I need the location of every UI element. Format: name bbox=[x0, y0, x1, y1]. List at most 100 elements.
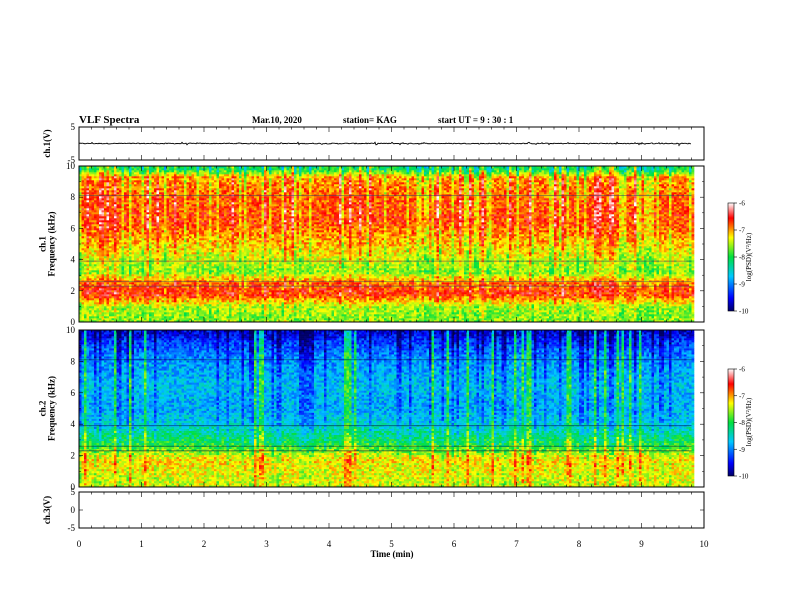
spectrogram-cell bbox=[161, 240, 165, 243]
spectrogram-cell bbox=[134, 188, 137, 191]
spectrogram-cell bbox=[119, 204, 122, 207]
spectrogram-cell bbox=[151, 268, 155, 271]
spectrogram-cell bbox=[206, 308, 210, 311]
spectrogram-cell bbox=[166, 238, 170, 241]
spectrogram-cell bbox=[151, 228, 155, 231]
spectrogram-cell bbox=[174, 182, 177, 185]
spectrogram-cell bbox=[146, 204, 150, 207]
spectrogram-cell bbox=[161, 318, 165, 321]
spectrogram-cell bbox=[206, 286, 210, 289]
spectrogram-cell bbox=[199, 320, 202, 323]
spectrogram-cell bbox=[201, 238, 205, 241]
spectrogram-cell bbox=[196, 224, 200, 227]
spectrogram-cell bbox=[106, 234, 110, 237]
spectrogram-cell bbox=[199, 292, 202, 295]
spectrogram-cell bbox=[176, 316, 180, 319]
spectrogram-cell bbox=[116, 180, 120, 183]
spectrogram-cell bbox=[171, 252, 175, 255]
spectrogram-cell bbox=[209, 204, 212, 207]
spectrogram-cell bbox=[196, 214, 200, 217]
spectrogram-cell bbox=[169, 242, 172, 245]
spectrogram-cell bbox=[119, 244, 122, 247]
spectrogram-cell bbox=[209, 206, 212, 209]
spectrogram-cell bbox=[229, 310, 232, 313]
spectrogram-cell bbox=[166, 168, 170, 171]
spectrogram-cell bbox=[79, 244, 82, 247]
spectrogram-cell bbox=[146, 256, 150, 259]
spectrogram-cell bbox=[166, 242, 170, 245]
spectrogram-cell bbox=[179, 268, 182, 271]
spectrogram-cell bbox=[154, 210, 157, 213]
spectrogram-cell bbox=[104, 192, 107, 195]
spectrogram-cell bbox=[169, 206, 172, 209]
spectrogram-cell bbox=[149, 292, 152, 295]
spectrogram-cell bbox=[194, 248, 197, 251]
spectrogram-cell bbox=[164, 314, 167, 317]
spectrogram-cell bbox=[229, 222, 232, 225]
spectrogram-cell bbox=[219, 240, 222, 243]
spectrogram-cell bbox=[206, 186, 210, 189]
spectrogram-cells bbox=[79, 166, 695, 323]
spectrogram-cell bbox=[81, 304, 85, 307]
spectrogram-cell bbox=[224, 298, 227, 301]
spectrogram-cell bbox=[101, 196, 105, 199]
spectrogram-cell bbox=[224, 294, 227, 297]
spectrogram-cell bbox=[166, 170, 170, 173]
spectrogram-cell bbox=[114, 214, 117, 217]
spectrogram-cell bbox=[211, 172, 215, 175]
spectrogram-cell bbox=[109, 264, 112, 267]
spectrogram-cell bbox=[116, 272, 120, 275]
spectrogram-cell bbox=[214, 226, 217, 229]
spectrogram-cell bbox=[174, 208, 177, 211]
spectrogram-cell bbox=[106, 272, 110, 275]
spectrogram-cell bbox=[159, 312, 162, 315]
spectrogram-cell bbox=[229, 300, 232, 303]
spectrogram-cell bbox=[111, 220, 115, 223]
spectrogram-cell bbox=[209, 318, 212, 321]
spectrogram-cell bbox=[219, 178, 222, 181]
spectrogram-cell bbox=[184, 206, 187, 209]
spectrogram-cell bbox=[161, 284, 165, 287]
spectrogram-cell bbox=[154, 234, 157, 237]
spectrogram-cell bbox=[141, 296, 145, 299]
spectrogram-cell bbox=[179, 188, 182, 191]
spectrogram-cell bbox=[121, 222, 125, 225]
spectrogram-cell bbox=[96, 216, 100, 219]
spectrogram-cell bbox=[176, 190, 180, 193]
spectrogram-cell bbox=[136, 266, 140, 269]
spectrogram-cell bbox=[99, 256, 102, 259]
spectrogram-cell bbox=[109, 182, 112, 185]
spectrogram-cell bbox=[114, 196, 117, 199]
spectrogram-cell bbox=[221, 232, 225, 235]
spectrogram-cell bbox=[209, 230, 212, 233]
spectrogram-cell bbox=[171, 218, 175, 221]
spectrogram-cell bbox=[206, 288, 210, 291]
spectrogram-cell bbox=[144, 166, 147, 169]
spectrogram-cell bbox=[219, 206, 222, 209]
spectrogram-cell bbox=[91, 304, 95, 307]
spectrogram-cell bbox=[166, 320, 170, 323]
spectrogram-cell bbox=[169, 274, 172, 277]
spectrogram-cell bbox=[134, 252, 137, 255]
spectrogram-cell bbox=[151, 230, 155, 233]
spectrogram-cell bbox=[216, 298, 220, 301]
spectrogram-cell bbox=[81, 288, 85, 291]
spectrogram-cell bbox=[116, 242, 120, 245]
spectrogram-cell bbox=[131, 246, 135, 249]
spectrogram-cell bbox=[226, 270, 230, 273]
spectrogram-cell bbox=[181, 286, 185, 289]
spectrogram-cell bbox=[179, 304, 182, 307]
spectrogram-cell bbox=[99, 304, 102, 307]
spectrogram-cell bbox=[134, 288, 137, 291]
spectrogram-cell bbox=[136, 182, 140, 185]
spectrogram-cell bbox=[96, 214, 100, 217]
spectrogram-cell bbox=[79, 218, 82, 221]
spectrogram-cell bbox=[154, 318, 157, 321]
spectrogram-cell bbox=[234, 308, 237, 311]
spectrogram-cell bbox=[131, 180, 135, 183]
spectrogram-cell bbox=[219, 278, 222, 281]
spectrogram-cell bbox=[211, 180, 215, 183]
spectrogram-cell bbox=[219, 192, 222, 195]
spectrogram-cell bbox=[199, 210, 202, 213]
spectrogram-cell bbox=[89, 232, 92, 235]
